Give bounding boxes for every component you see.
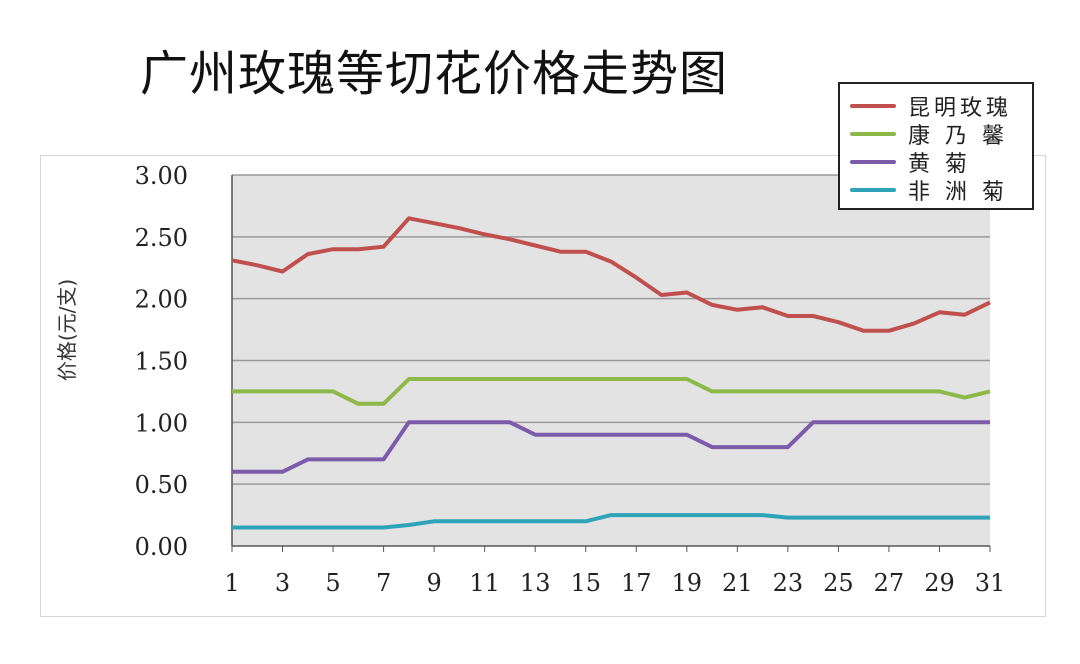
x-tick-label: 5 xyxy=(325,569,340,597)
legend-item: 昆明玫瑰 xyxy=(850,92,1022,121)
axes xyxy=(231,175,990,547)
x-tick-label: 31 xyxy=(975,569,1006,597)
legend-swatch xyxy=(850,132,896,136)
x-tick-label: 9 xyxy=(426,569,441,597)
legend-label: 黄 菊 xyxy=(908,152,971,177)
x-tick-label: 27 xyxy=(874,569,905,597)
y-tick-label: 3.00 xyxy=(135,162,188,190)
legend-item: 黄 菊 xyxy=(850,148,1022,177)
x-tick-label: 21 xyxy=(722,569,753,597)
y-tick-labels: 0.00 0.50 1.00 1.50 2.00 2.50 3.00 xyxy=(135,162,188,561)
series-line-1 xyxy=(232,377,991,406)
x-tick-label: 1 xyxy=(224,569,239,597)
x-tick-label: 7 xyxy=(376,569,391,597)
legend-swatch xyxy=(850,188,896,192)
series-line-2 xyxy=(232,420,990,474)
legend: 昆明玫瑰康 乃 馨黄 菊非 洲 菊 xyxy=(838,82,1034,210)
x-tick-label: 23 xyxy=(773,569,804,597)
y-tick-label: 2.50 xyxy=(135,224,188,252)
y-tick-label: 1.00 xyxy=(135,409,188,437)
x-tick-label: 11 xyxy=(469,569,500,597)
legend-label: 非 洲 菊 xyxy=(908,180,1008,205)
page-title: 广州玫瑰等切花价格走势图 xyxy=(140,46,729,102)
x-tick-labels: 1 3 5 7 9 11 13 15 17 19 21 23 25 27 29 31 xyxy=(224,546,1005,597)
x-tick-label: 13 xyxy=(520,569,551,597)
y-tick-label: 1.50 xyxy=(135,348,188,376)
y-tick-label: 0.00 xyxy=(135,533,188,561)
x-tick-label: 25 xyxy=(823,569,854,597)
legend-item: 康 乃 馨 xyxy=(850,120,1022,149)
x-tick-label: 29 xyxy=(924,569,955,597)
y-tick-label: 0.50 xyxy=(135,471,188,499)
y-axis-label: 价格(元/支) xyxy=(55,279,79,381)
x-tick-label: 17 xyxy=(621,569,652,597)
legend-swatch xyxy=(850,160,896,164)
x-tick-label: 3 xyxy=(275,569,290,597)
legend-swatch xyxy=(850,104,896,108)
x-tick-label: 15 xyxy=(570,569,601,597)
legend-label: 康 乃 馨 xyxy=(908,124,1008,149)
x-tick-label: 19 xyxy=(672,569,703,597)
series-line-3 xyxy=(232,513,990,530)
series-lines xyxy=(231,216,991,530)
legend-label: 昆明玫瑰 xyxy=(908,96,1013,121)
y-tick-label: 2.00 xyxy=(135,286,188,314)
legend-item: 非 洲 菊 xyxy=(850,176,1022,205)
series-line-0 xyxy=(231,216,991,333)
